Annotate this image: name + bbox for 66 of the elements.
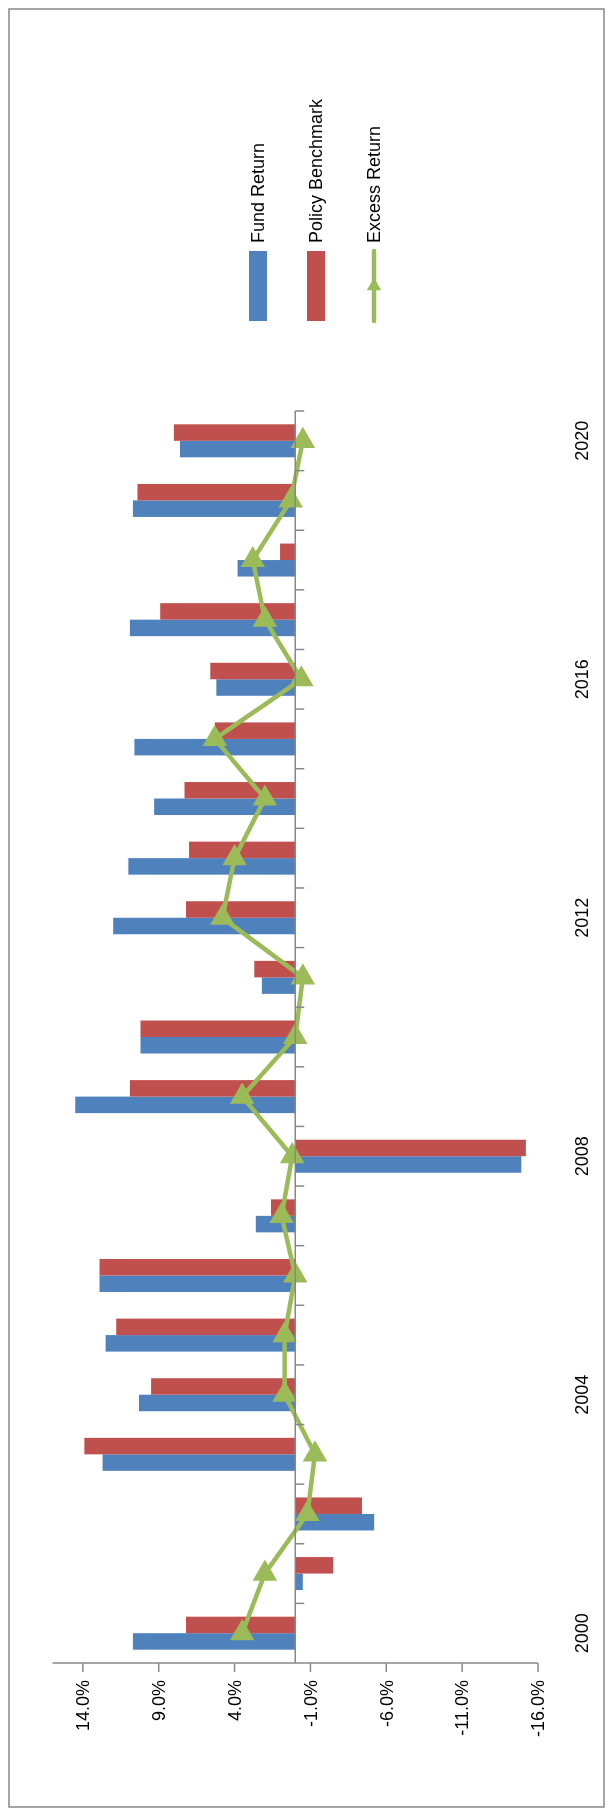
- text: Fund Return: [248, 142, 269, 243]
- x-tick-label: 9.0%: [149, 1680, 169, 1722]
- point: [252, 784, 278, 806]
- bar: [99, 1258, 296, 1276]
- point: [252, 1559, 278, 1581]
- point: [290, 426, 316, 448]
- x-tick-label: -6.0%: [376, 1680, 397, 1728]
- bar: [295, 1573, 303, 1591]
- point: [290, 963, 316, 985]
- bar: [128, 858, 296, 875]
- y-tick-label: 2004: [572, 1374, 593, 1415]
- bar: [113, 917, 296, 935]
- bar: [105, 1335, 296, 1352]
- bar: [179, 440, 296, 458]
- bar: [280, 543, 296, 561]
- bar: [134, 738, 296, 756]
- text: Excess Return: [364, 125, 385, 243]
- point: [252, 605, 278, 627]
- bar: [295, 1156, 522, 1173]
- bar: [210, 662, 296, 680]
- bar: [84, 1437, 296, 1455]
- bar: [184, 782, 296, 799]
- x-tick-label: 14.0%: [73, 1680, 94, 1732]
- point: [272, 1320, 297, 1343]
- point: [278, 486, 303, 508]
- x-tick-label: -16.0%: [528, 1680, 549, 1738]
- bar: [138, 1394, 296, 1412]
- point: [279, 1142, 305, 1164]
- point: [289, 665, 314, 687]
- bar: [116, 1318, 296, 1336]
- point: [229, 1619, 255, 1641]
- bar: [186, 901, 296, 918]
- point: [240, 545, 266, 568]
- point: [283, 1022, 308, 1045]
- point: [210, 903, 235, 925]
- y-tick-label: 2008: [572, 1136, 593, 1177]
- point: [283, 1261, 308, 1283]
- point: [302, 1440, 328, 1462]
- point: [269, 1201, 294, 1223]
- bar: [140, 1037, 296, 1054]
- y-tick-label: 2000: [572, 1613, 593, 1654]
- x-tick-label: 4.0%: [224, 1680, 245, 1722]
- point: [222, 844, 247, 866]
- bar: [102, 1454, 296, 1471]
- bar: [173, 424, 296, 441]
- bar: [132, 1633, 296, 1650]
- bar: [295, 1139, 526, 1157]
- bar: [261, 977, 296, 994]
- y-tick-label: 2012: [572, 897, 593, 938]
- bar: [140, 1020, 296, 1037]
- bar: [129, 619, 296, 637]
- bar: [151, 1378, 296, 1395]
- bar: [216, 679, 296, 696]
- point: [229, 1082, 255, 1104]
- point: [202, 724, 228, 746]
- y-tick-label: 2016: [572, 659, 593, 700]
- x-tick-label: -11.0%: [452, 1680, 473, 1736]
- bar: [129, 1080, 296, 1097]
- bar: [160, 603, 296, 620]
- bar: [295, 1557, 334, 1574]
- bar: [132, 500, 296, 517]
- y-tick-label: 2020: [572, 420, 593, 461]
- x-tick-label: -1.0%: [300, 1680, 321, 1728]
- text: Policy Benchmark: [306, 97, 327, 243]
- bar: [75, 1096, 296, 1114]
- point: [295, 1499, 320, 1522]
